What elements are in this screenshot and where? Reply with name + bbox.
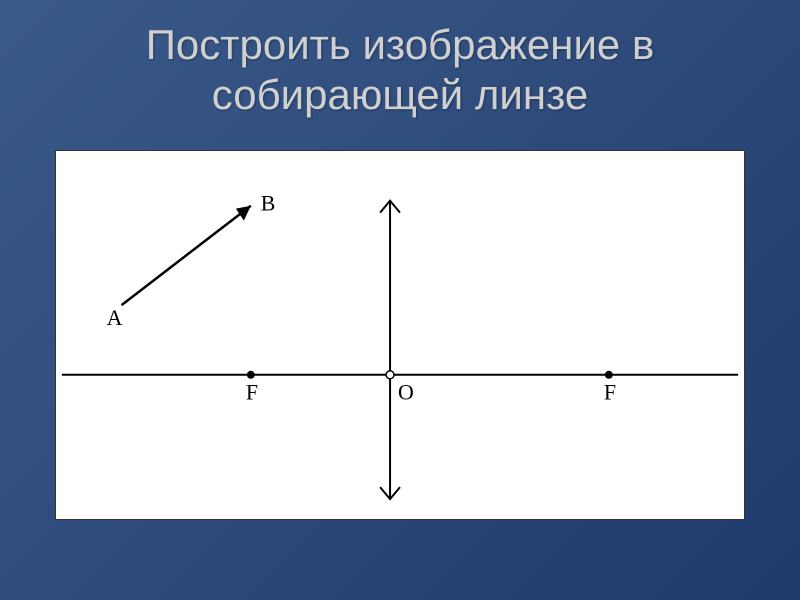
focal-label-left: F bbox=[246, 381, 258, 405]
focal-dot-left bbox=[247, 371, 255, 379]
slide-title: Построить изображение в собирающей линзе bbox=[0, 0, 800, 121]
arrow-shaft bbox=[122, 206, 251, 305]
center-label: O bbox=[398, 381, 414, 405]
lens-symbol bbox=[380, 201, 400, 499]
arrow-head bbox=[236, 206, 251, 221]
point-a-label: A bbox=[107, 306, 123, 330]
diagram-svg: O F F A B bbox=[56, 151, 744, 519]
focal-point-left: F bbox=[246, 371, 258, 405]
optics-diagram: O F F A B bbox=[55, 150, 745, 520]
title-line1: Построить изображение в bbox=[146, 21, 655, 68]
object-arrow-ab: A B bbox=[107, 192, 276, 330]
center-marker bbox=[386, 371, 394, 379]
focal-point-right: F bbox=[604, 371, 616, 405]
title-line2: собирающей линзе bbox=[212, 71, 588, 118]
focal-dot-right bbox=[605, 371, 613, 379]
focal-label-right: F bbox=[604, 381, 616, 405]
point-b-label: B bbox=[261, 192, 276, 216]
